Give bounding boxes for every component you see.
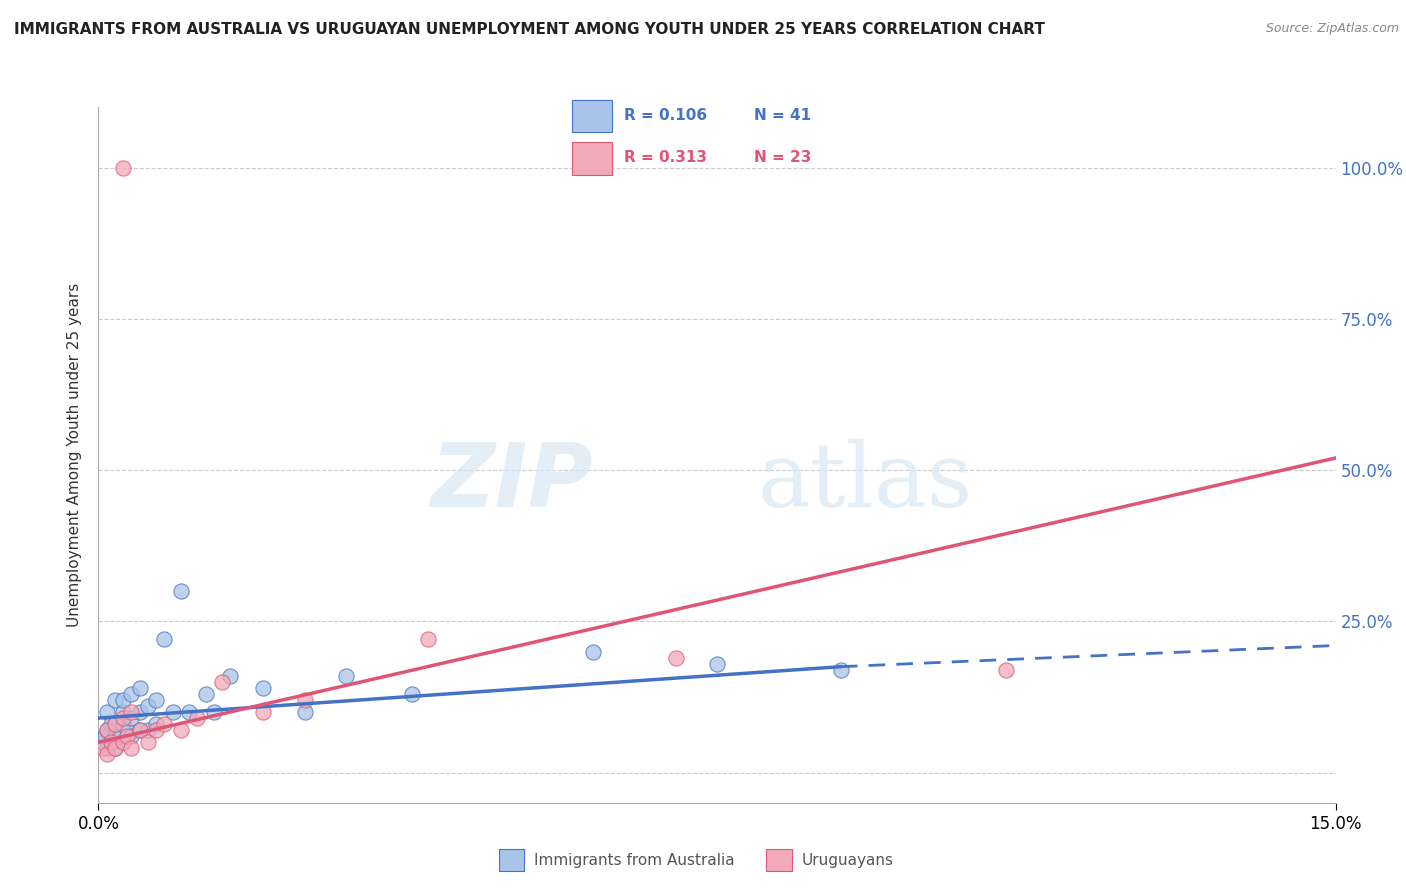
Point [830,663,852,677]
FancyBboxPatch shape [572,142,612,175]
Point [335,669,357,683]
Point [162,705,184,719]
Text: Uruguayans: Uruguayans [801,854,893,868]
Point [100,717,122,731]
Text: Immigrants from Australia: Immigrants from Australia [534,854,735,868]
Point [112,717,135,731]
Text: IMMIGRANTS FROM AUSTRALIA VS URUGUAYAN UNEMPLOYMENT AMONG YOUTH UNDER 25 YEARS C: IMMIGRANTS FROM AUSTRALIA VS URUGUAYAN U… [14,22,1045,37]
Point [91,735,114,749]
Point [202,705,225,719]
Point [252,681,274,695]
FancyBboxPatch shape [572,100,612,132]
Point [112,705,135,719]
Text: atlas: atlas [758,439,973,526]
Point [153,632,176,647]
Point [994,663,1017,677]
Point [128,681,150,695]
Point [170,584,193,599]
Text: N = 41: N = 41 [754,108,811,123]
Point [104,729,127,743]
Point [96,723,118,738]
Text: ZIP: ZIP [430,439,593,526]
Point [294,705,316,719]
Point [96,705,118,719]
Point [104,693,127,707]
Point [194,687,217,701]
Point [145,717,167,731]
Point [112,161,135,175]
Point [108,729,131,743]
Point [112,693,135,707]
Point [418,632,440,647]
Point [120,711,142,725]
Point [145,723,167,738]
Point [117,729,139,743]
Text: N = 23: N = 23 [754,151,811,165]
Point [96,723,118,738]
Point [94,729,117,743]
Text: R = 0.313: R = 0.313 [624,151,707,165]
Point [91,741,114,756]
Point [96,747,118,762]
Point [104,741,127,756]
Point [706,657,728,671]
Point [252,705,274,719]
Point [145,693,167,707]
Text: Source: ZipAtlas.com: Source: ZipAtlas.com [1265,22,1399,36]
Point [100,735,122,749]
Point [153,717,176,731]
Point [170,723,193,738]
Point [294,693,316,707]
Point [179,705,201,719]
Point [120,687,142,701]
Point [136,723,159,738]
Point [112,735,135,749]
Point [96,741,118,756]
Point [128,723,150,738]
Point [186,711,208,725]
Point [128,723,150,738]
Text: R = 0.106: R = 0.106 [624,108,707,123]
Point [100,735,122,749]
Point [112,735,135,749]
Point [128,705,150,719]
Point [401,687,423,701]
Point [112,711,135,725]
Point [211,674,233,689]
Point [120,729,142,743]
Point [136,735,159,749]
Point [104,717,127,731]
Point [665,650,688,665]
Point [219,669,242,683]
Y-axis label: Unemployment Among Youth under 25 years: Unemployment Among Youth under 25 years [67,283,83,627]
Point [120,741,142,756]
Point [104,741,127,756]
Point [582,644,605,658]
Point [104,717,127,731]
Point [120,705,142,719]
Point [117,723,139,738]
Point [136,698,159,713]
